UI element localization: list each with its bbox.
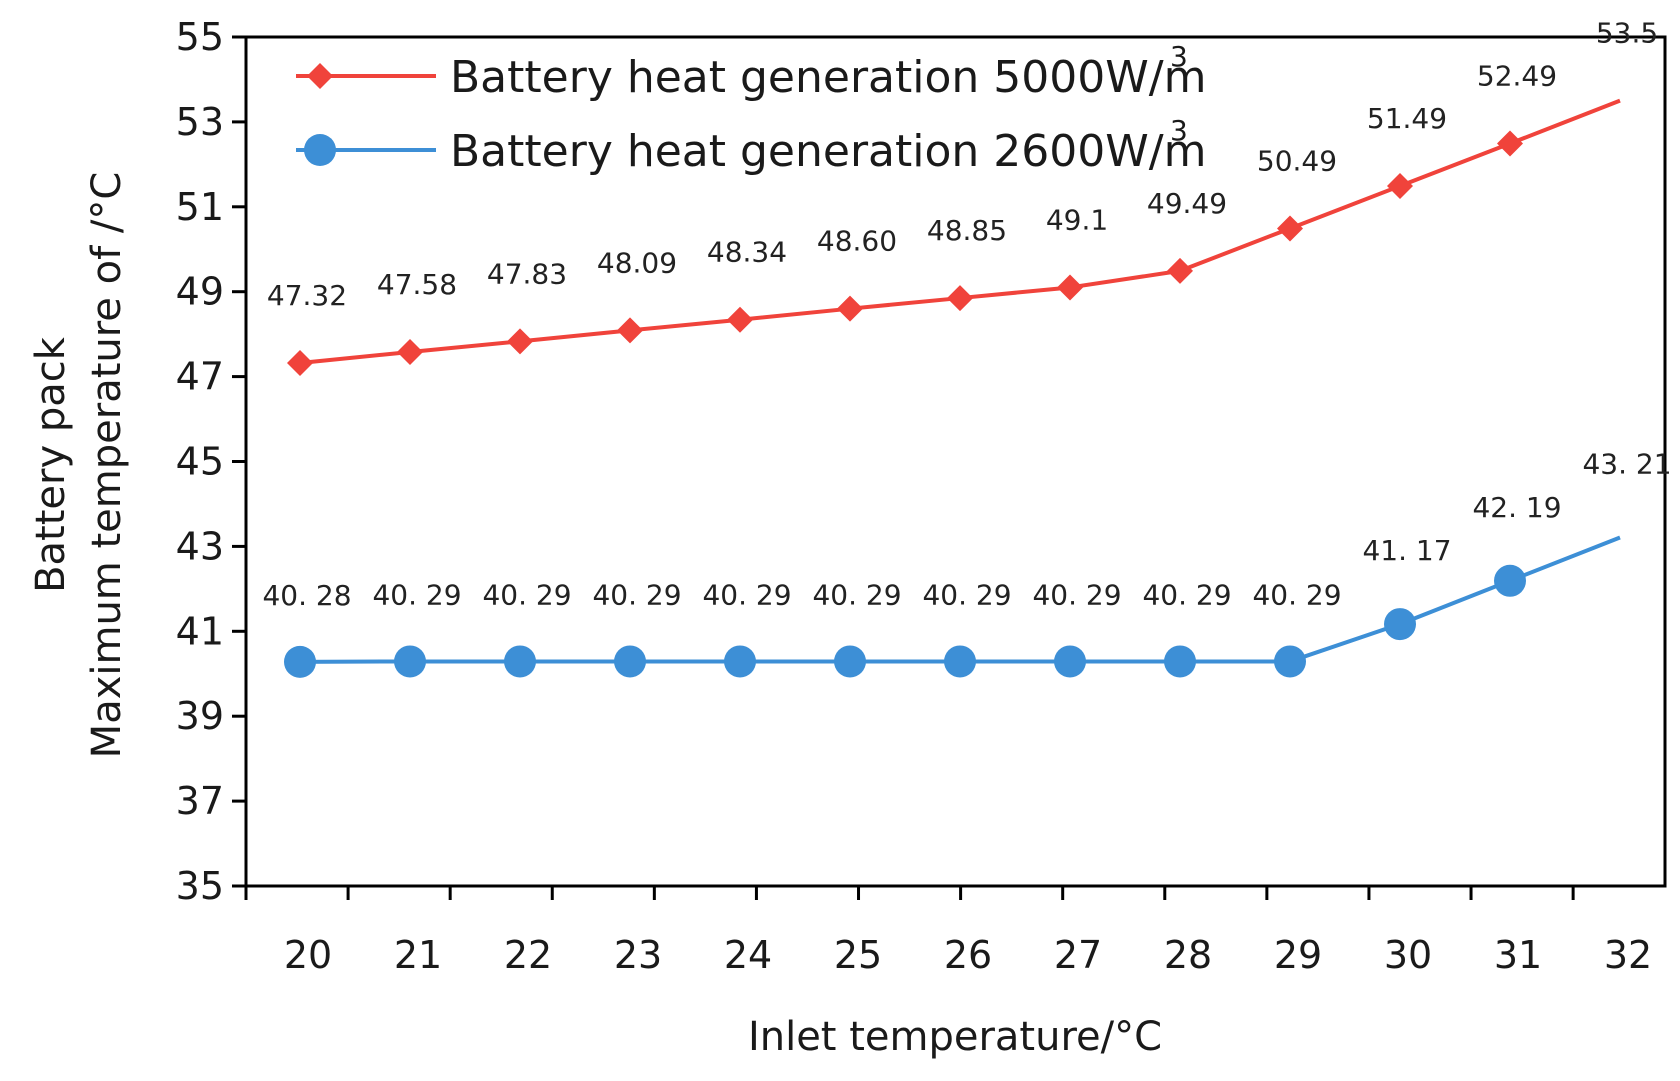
legend: Battery heat generation 5000W/m3Battery … bbox=[296, 40, 1206, 177]
data-point-marker bbox=[947, 285, 973, 312]
data-label: 50.49 bbox=[1257, 144, 1337, 177]
x-tick-label: 32 bbox=[1604, 933, 1652, 977]
data-point-marker bbox=[1274, 645, 1306, 678]
y-axis-title-line1: Battery pack bbox=[28, 336, 74, 593]
data-point-marker bbox=[394, 645, 426, 678]
data-label: 48.34 bbox=[707, 236, 787, 269]
data-label: 47.32 bbox=[267, 279, 347, 312]
data-label: 43. 21 bbox=[1582, 447, 1671, 480]
data-point-marker bbox=[504, 645, 536, 678]
data-point-marker bbox=[724, 645, 756, 678]
data-point-marker bbox=[834, 645, 866, 678]
x-tick-label: 29 bbox=[1274, 933, 1322, 977]
data-label: 40. 29 bbox=[482, 578, 571, 611]
data-point-marker bbox=[1054, 645, 1086, 678]
data-label: 49.49 bbox=[1147, 187, 1227, 220]
axes: 35 37 39 41 43 45 47 49 51 53 55 20 21 22 23 24 25 26 27 28… bbox=[176, 15, 1667, 977]
data-point-marker bbox=[944, 645, 976, 678]
data-point-marker bbox=[1494, 564, 1526, 597]
data-point-marker bbox=[1277, 215, 1303, 242]
y-tick-label: 45 bbox=[176, 440, 224, 484]
x-tick-label: 31 bbox=[1494, 933, 1542, 977]
data-label: 40. 29 bbox=[372, 578, 461, 611]
data-label: 40. 29 bbox=[702, 578, 791, 611]
x-tick-label: 28 bbox=[1164, 933, 1212, 977]
data-point-marker bbox=[397, 338, 423, 365]
data-label: 47.58 bbox=[377, 268, 457, 301]
data-point-marker bbox=[507, 328, 533, 355]
x-axis-title: Inlet temperature/°C bbox=[748, 1014, 1162, 1060]
data-label: 41. 17 bbox=[1362, 534, 1451, 567]
data-point-marker bbox=[727, 306, 753, 333]
series-layer bbox=[284, 98, 1621, 678]
y-tick-label: 49 bbox=[176, 270, 224, 314]
data-point-marker bbox=[617, 317, 643, 344]
y-tick-label: 35 bbox=[176, 864, 224, 908]
x-tick-label: 22 bbox=[504, 933, 552, 977]
legend-superscript: 3 bbox=[1170, 40, 1188, 73]
data-label: 52.49 bbox=[1477, 60, 1557, 93]
data-label: 40. 28 bbox=[262, 579, 351, 612]
data-point-marker bbox=[284, 645, 316, 678]
y-tick-label: 37 bbox=[176, 779, 224, 823]
y-tick-label: 55 bbox=[176, 15, 224, 59]
legend-label: Battery heat generation 2600W/m bbox=[450, 126, 1206, 177]
data-label: 49.1 bbox=[1046, 203, 1108, 236]
data-label: 40. 29 bbox=[1142, 578, 1231, 611]
data-point-marker bbox=[1497, 130, 1523, 157]
y-tick-label: 43 bbox=[176, 524, 224, 568]
x-tick-label: 24 bbox=[724, 933, 772, 977]
data-point-marker bbox=[1384, 608, 1416, 641]
y-tick-label: 41 bbox=[176, 609, 224, 653]
data-label: 42. 19 bbox=[1472, 491, 1561, 524]
data-point-marker bbox=[287, 350, 313, 377]
data-point-marker bbox=[1057, 274, 1083, 301]
x-tick-label: 20 bbox=[284, 933, 332, 977]
data-label: 40. 29 bbox=[922, 578, 1011, 611]
y-tick-label: 47 bbox=[176, 355, 224, 399]
x-tick-label: 30 bbox=[1384, 933, 1432, 977]
x-tick-label: 27 bbox=[1054, 933, 1102, 977]
legend-label: Battery heat generation 5000W/m bbox=[450, 52, 1206, 103]
data-label: 40. 29 bbox=[812, 578, 901, 611]
legend-marker bbox=[304, 134, 336, 166]
legend-superscript: 3 bbox=[1170, 114, 1188, 147]
data-point-marker bbox=[1387, 172, 1413, 199]
data-label: 40. 29 bbox=[1032, 578, 1121, 611]
data-point-marker bbox=[614, 645, 646, 678]
data-labels: 47.32 47.58 47.83 48.09 48.34 48.60 48.85 49.1 4… bbox=[262, 17, 1671, 612]
x-tick-label: 25 bbox=[834, 933, 882, 977]
legend-marker bbox=[307, 63, 333, 89]
y-tick-label: 51 bbox=[176, 185, 224, 229]
data-point-marker bbox=[1167, 257, 1193, 284]
x-tick-label: 26 bbox=[944, 933, 992, 977]
data-label: 40. 29 bbox=[592, 578, 681, 611]
data-label: 48.85 bbox=[927, 214, 1007, 247]
y-axis-title-line2: Maximum temperature of /°C bbox=[84, 172, 130, 759]
x-tick-label: 23 bbox=[614, 933, 662, 977]
y-tick-label: 53 bbox=[176, 100, 224, 144]
data-point-marker bbox=[837, 295, 863, 322]
x-tick-label: 21 bbox=[394, 933, 442, 977]
data-point-marker bbox=[1164, 645, 1196, 678]
data-label: 48.60 bbox=[817, 225, 897, 258]
data-label: 53.5 bbox=[1596, 17, 1658, 50]
data-label: 48.09 bbox=[597, 246, 677, 279]
data-label: 47.83 bbox=[487, 257, 567, 290]
data-label: 51.49 bbox=[1367, 102, 1447, 135]
data-label: 40. 29 bbox=[1252, 578, 1341, 611]
y-tick-label: 39 bbox=[176, 694, 224, 738]
